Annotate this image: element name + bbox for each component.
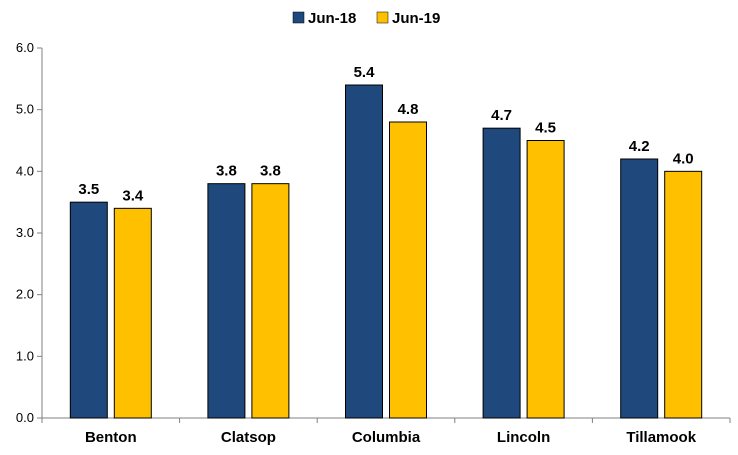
bar: [664, 170, 703, 419]
x-category-label: Lincoln: [497, 429, 550, 446]
x-category-label: Tillamook: [626, 429, 696, 446]
bar: [113, 207, 152, 419]
y-tick-label: 2.0: [16, 287, 34, 302]
data-label: 3.4: [122, 187, 144, 204]
y-tick-label: 0.0: [16, 410, 34, 425]
bars: [69, 84, 703, 419]
y-tick-label: 4.0: [16, 163, 34, 178]
bar: [345, 84, 383, 419]
data-label: 4.5: [535, 120, 556, 137]
data-labels: 3.5 3.4 3.8 3.8 5.4 4.8 4.7 4.5 4.2 4.0: [78, 64, 693, 204]
y-tick-label: 1.0: [16, 348, 34, 363]
y-tick-label: 3.0: [16, 225, 34, 240]
bar: [69, 201, 108, 419]
legend-swatch: [292, 11, 305, 24]
legend-label: Jun-19: [392, 10, 440, 27]
data-label: 4.2: [629, 138, 650, 155]
legend-item: Jun-18: [292, 10, 356, 27]
bar: [389, 121, 427, 419]
axes: 0.0 1.0 2.0 3.0 4.0 5.0 6.0 Benton Clatsop Columb…: [16, 40, 731, 446]
x-category-label: Benton: [85, 429, 137, 446]
legend: Jun-18 Jun-19: [292, 10, 440, 27]
bar: [251, 183, 290, 419]
y-tick-label: 6.0: [16, 40, 34, 55]
data-label: 3.8: [216, 163, 237, 180]
data-label: 4.7: [491, 107, 512, 124]
data-label: 5.4: [354, 64, 376, 81]
x-category-label: Clatsop: [221, 429, 276, 446]
y-tick-label: 5.0: [16, 102, 34, 117]
x-category-label: Columbia: [352, 429, 421, 446]
bar: [207, 183, 246, 419]
data-label: 4.0: [673, 150, 694, 167]
legend-swatch: [376, 11, 389, 24]
bar: [620, 158, 659, 419]
data-label: 3.5: [78, 181, 99, 198]
data-label: 3.8: [260, 163, 281, 180]
bar: [482, 127, 521, 419]
legend-label: Jun-18: [308, 10, 356, 27]
data-label: 4.8: [398, 101, 419, 118]
bar: [526, 140, 565, 419]
legend-item: Jun-19: [376, 10, 440, 27]
